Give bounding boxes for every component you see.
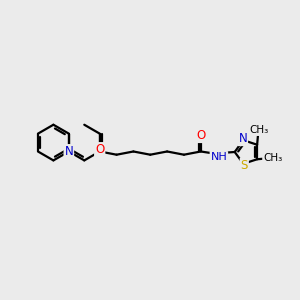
Text: N: N bbox=[95, 145, 104, 158]
Text: O: O bbox=[196, 129, 206, 142]
Text: S: S bbox=[241, 159, 248, 172]
Text: CH₃: CH₃ bbox=[263, 153, 282, 163]
Text: N: N bbox=[64, 145, 73, 158]
Text: CH₃: CH₃ bbox=[249, 125, 268, 135]
Text: NH: NH bbox=[211, 152, 227, 162]
Text: N: N bbox=[238, 132, 247, 145]
Text: O: O bbox=[95, 143, 104, 156]
